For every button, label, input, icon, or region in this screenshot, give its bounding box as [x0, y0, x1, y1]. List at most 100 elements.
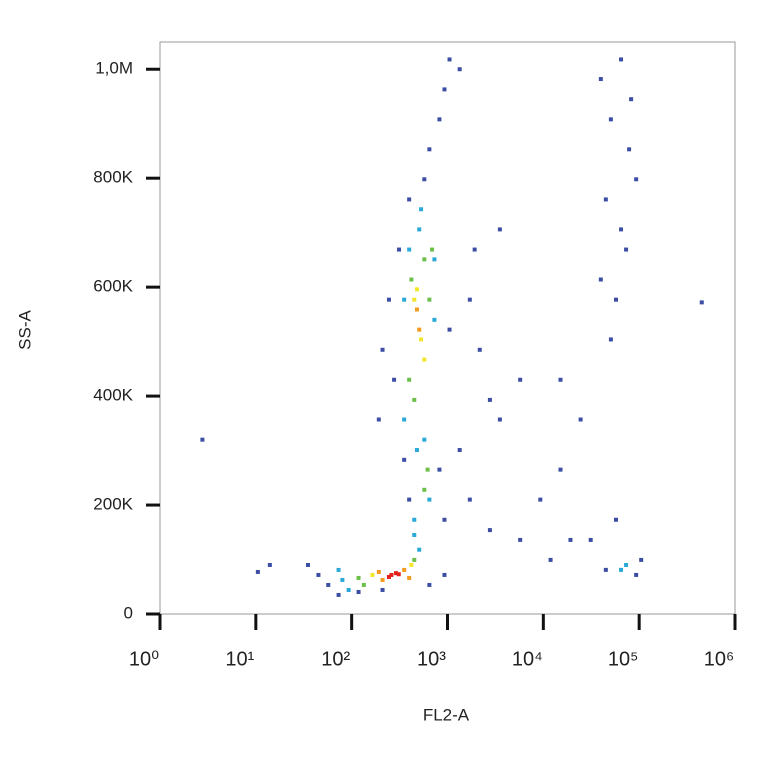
x-tick-label: 10³: [417, 648, 446, 670]
point: [608, 337, 613, 342]
point: [634, 572, 639, 577]
point: [598, 277, 603, 282]
point: [336, 592, 341, 597]
point: [422, 177, 427, 182]
point: [356, 575, 361, 580]
point: [200, 437, 205, 442]
point: [419, 337, 424, 342]
point: [613, 297, 618, 302]
point: [447, 57, 452, 62]
point: [407, 197, 412, 202]
point: [442, 572, 447, 577]
point: [427, 297, 432, 302]
point: [422, 357, 427, 362]
point: [477, 347, 482, 352]
point: [305, 562, 310, 567]
point: [603, 567, 608, 572]
point: [412, 557, 417, 562]
point: [386, 297, 391, 302]
point: [568, 537, 573, 542]
point: [629, 97, 634, 102]
point: [386, 574, 391, 579]
point: [639, 557, 644, 562]
point: [619, 227, 624, 232]
point: [578, 417, 583, 422]
point: [442, 517, 447, 522]
point: [393, 571, 398, 576]
point: [316, 572, 321, 577]
point: [699, 300, 704, 305]
point: [380, 577, 385, 582]
point: [422, 487, 427, 492]
x-tick-label: 10¹: [225, 648, 254, 670]
point: [442, 87, 447, 92]
y-axis-label: SS-A: [15, 310, 34, 350]
point: [613, 517, 618, 522]
x-tick-label: 10⁶: [704, 648, 734, 670]
point: [472, 247, 477, 252]
point: [380, 587, 385, 592]
point: [457, 67, 462, 72]
point: [427, 147, 432, 152]
point: [624, 247, 629, 252]
point: [558, 467, 563, 472]
point: [326, 582, 331, 587]
point: [432, 317, 437, 322]
point: [409, 562, 414, 567]
point: [402, 417, 407, 422]
point: [467, 297, 472, 302]
point: [407, 377, 412, 382]
point: [425, 467, 430, 472]
y-tick-label: 0: [124, 603, 133, 622]
point: [412, 517, 417, 522]
point: [430, 247, 435, 252]
point: [370, 572, 375, 577]
point: [432, 257, 437, 262]
point: [497, 417, 502, 422]
point: [407, 497, 412, 502]
point: [598, 77, 603, 82]
point: [427, 582, 432, 587]
point: [558, 377, 563, 382]
x-tick-label: 10⁴: [512, 648, 543, 670]
point: [548, 557, 553, 562]
point: [518, 537, 523, 542]
point: [437, 117, 442, 122]
point: [389, 572, 394, 577]
point: [356, 589, 361, 594]
point: [422, 437, 427, 442]
y-tick-label: 200K: [93, 495, 133, 514]
point: [417, 227, 422, 232]
point: [409, 277, 414, 282]
y-tick-label: 1,0M: [95, 59, 133, 78]
point: [380, 347, 385, 352]
point: [603, 197, 608, 202]
point: [608, 117, 613, 122]
point: [538, 497, 543, 502]
point: [267, 562, 272, 567]
point: [619, 57, 624, 62]
plot-frame: [159, 41, 736, 615]
point: [487, 397, 492, 402]
y-tick-label: 800K: [93, 168, 133, 187]
point: [402, 567, 407, 572]
point: [414, 307, 419, 312]
point: [619, 567, 624, 572]
point: [336, 567, 341, 572]
point: [414, 448, 419, 453]
point: [396, 572, 401, 577]
x-tick-label: 10²: [321, 648, 350, 670]
point: [497, 227, 502, 232]
point: [414, 287, 419, 292]
point: [417, 547, 422, 552]
point: [407, 575, 412, 580]
point: [467, 497, 472, 502]
point: [457, 448, 462, 453]
point: [437, 467, 442, 472]
point: [412, 297, 417, 302]
point: [487, 528, 492, 533]
point: [340, 577, 345, 582]
point: [412, 397, 417, 402]
point: [422, 257, 427, 262]
